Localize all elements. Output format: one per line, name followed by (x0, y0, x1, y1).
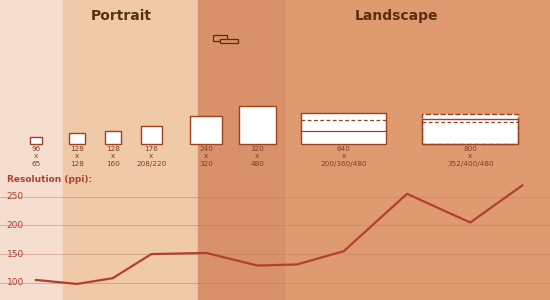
Bar (30, 137, 42, 144)
Bar (213, 35, 227, 41)
Text: 240
x
320: 240 x 320 (199, 146, 213, 167)
Text: Resolution (ppi):: Resolution (ppi): (7, 176, 92, 184)
Bar (220, 38, 238, 43)
Bar (0, 168, 63, 300)
Bar (198, 168, 286, 300)
Text: 150: 150 (7, 250, 24, 259)
Text: 176
x
208/220: 176 x 208/220 (136, 146, 166, 167)
Bar (0, 0, 63, 180)
Bar (141, 126, 162, 144)
Text: 800
x
352/400/480: 800 x 352/400/480 (447, 146, 493, 167)
Bar (286, 0, 550, 180)
Bar (422, 114, 518, 144)
Text: 640
x
200/360/480: 640 x 200/360/480 (321, 146, 367, 167)
Bar (190, 116, 222, 144)
Bar (63, 168, 198, 300)
Text: 128
x
160: 128 x 160 (106, 146, 120, 167)
Text: 96
x
65: 96 x 65 (31, 146, 40, 167)
Text: Landscape: Landscape (354, 9, 438, 23)
Text: Portrait: Portrait (91, 9, 151, 23)
Bar (422, 119, 518, 144)
Text: 250: 250 (7, 192, 24, 201)
Bar (63, 0, 198, 180)
Text: 100: 100 (7, 278, 24, 287)
Bar (104, 130, 121, 144)
Bar (286, 168, 550, 300)
Text: 128
x
128: 128 x 128 (70, 146, 84, 167)
Text: 320
x
480: 320 x 480 (250, 146, 265, 167)
Bar (198, 0, 286, 180)
Bar (69, 133, 85, 144)
Bar (301, 112, 386, 144)
Bar (239, 106, 276, 144)
Text: 200: 200 (7, 221, 24, 230)
